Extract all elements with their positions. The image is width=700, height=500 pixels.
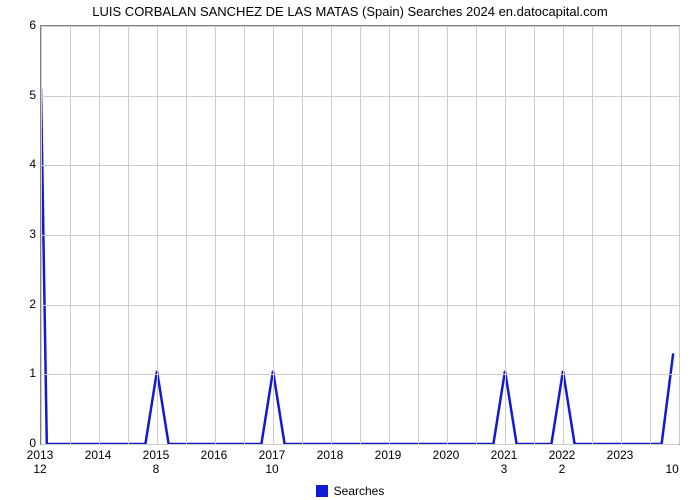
- y-tick-label: 5: [6, 88, 36, 102]
- y-tick-label: 6: [6, 18, 36, 32]
- bar-count-label: 8: [153, 462, 160, 476]
- vgrid-line: [70, 26, 71, 444]
- x-tick-label: 2019: [375, 448, 402, 462]
- vgrid-line: [360, 26, 361, 444]
- bar-count-label: 10: [666, 462, 679, 476]
- vgrid-line: [215, 26, 216, 444]
- vgrid-line: [650, 26, 651, 444]
- chart-container: LUIS CORBALAN SANCHEZ DE LAS MATAS (Spai…: [0, 0, 700, 500]
- bar-count-label: 12: [33, 462, 46, 476]
- plot-area: [40, 25, 680, 445]
- x-tick-label: 2022: [549, 448, 576, 462]
- x-tick-label: 2014: [85, 448, 112, 462]
- x-tick-label: 2018: [317, 448, 344, 462]
- y-tick-label: 2: [6, 297, 36, 311]
- vgrid-line: [41, 26, 42, 444]
- bar-count-label: 2: [559, 462, 566, 476]
- vgrid-line: [244, 26, 245, 444]
- vgrid-line: [99, 26, 100, 444]
- vgrid-line: [679, 26, 680, 444]
- vgrid-line: [186, 26, 187, 444]
- vgrid-line: [563, 26, 564, 444]
- x-tick-label: 2016: [201, 448, 228, 462]
- x-tick-label: 2017: [259, 448, 286, 462]
- vgrid-line: [418, 26, 419, 444]
- vgrid-line: [534, 26, 535, 444]
- chart-title: LUIS CORBALAN SANCHEZ DE LAS MATAS (Spai…: [0, 4, 700, 19]
- vgrid-line: [505, 26, 506, 444]
- x-tick-label: 2023: [607, 448, 634, 462]
- vgrid-line: [476, 26, 477, 444]
- hgrid-line: [41, 444, 679, 445]
- x-tick-label: 2015: [143, 448, 170, 462]
- vgrid-line: [389, 26, 390, 444]
- legend: Searches: [0, 483, 700, 498]
- legend-label: Searches: [334, 484, 385, 498]
- bar-count-label: 3: [501, 462, 508, 476]
- y-tick-label: 1: [6, 366, 36, 380]
- legend-swatch: [316, 485, 328, 497]
- vgrid-line: [592, 26, 593, 444]
- bar-count-label: 10: [265, 462, 278, 476]
- vgrid-line: [273, 26, 274, 444]
- x-tick-label: 2013: [27, 448, 54, 462]
- vgrid-line: [621, 26, 622, 444]
- y-tick-label: 3: [6, 227, 36, 241]
- vgrid-line: [331, 26, 332, 444]
- vgrid-line: [128, 26, 129, 444]
- y-tick-label: 4: [6, 157, 36, 171]
- vgrid-line: [302, 26, 303, 444]
- vgrid-line: [447, 26, 448, 444]
- x-tick-label: 2020: [433, 448, 460, 462]
- x-tick-label: 2021: [491, 448, 518, 462]
- vgrid-line: [157, 26, 158, 444]
